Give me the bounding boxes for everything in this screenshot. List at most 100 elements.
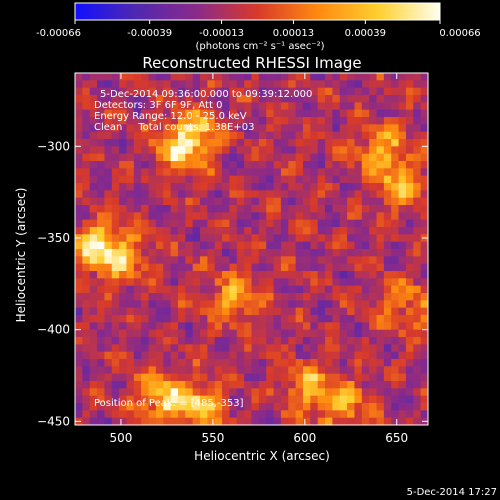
heatmap-cell bbox=[82, 87, 91, 96]
heatmap-cell bbox=[398, 337, 407, 345]
heatmap-cell bbox=[214, 373, 223, 382]
heatmap-cell bbox=[383, 190, 392, 199]
heatmap-cell bbox=[177, 417, 186, 425]
heatmap-cell bbox=[339, 249, 348, 257]
heatmap-cell bbox=[170, 300, 179, 309]
heatmap-cell bbox=[229, 146, 238, 155]
heatmap-cell bbox=[185, 87, 194, 96]
heatmap-cell bbox=[251, 117, 260, 125]
heatmap-cell bbox=[214, 241, 223, 250]
heatmap-cell bbox=[288, 285, 297, 294]
heatmap-cell bbox=[354, 95, 363, 103]
heatmap-cell bbox=[163, 219, 171, 228]
heatmap-cell bbox=[266, 87, 274, 96]
heatmap-cell bbox=[126, 417, 135, 425]
heatmap-cell bbox=[185, 227, 194, 235]
heatmap-cell bbox=[244, 102, 252, 111]
heatmap-cell bbox=[325, 212, 333, 221]
heatmap-cell bbox=[82, 285, 91, 294]
heatmap-cell bbox=[155, 351, 164, 360]
heatmap-cell bbox=[347, 146, 355, 155]
heatmap-cell bbox=[75, 410, 83, 419]
heatmap-cell bbox=[310, 307, 319, 316]
heatmap-cell bbox=[339, 153, 348, 162]
heatmap-cell bbox=[354, 278, 363, 287]
heatmap-cell bbox=[273, 381, 282, 389]
heatmap-cell bbox=[82, 153, 91, 162]
heatmap-cell bbox=[200, 351, 208, 360]
heatmap-cell bbox=[369, 205, 377, 213]
heatmap-cell bbox=[185, 322, 194, 331]
heatmap-cell bbox=[391, 80, 399, 89]
heatmap-cell bbox=[288, 256, 297, 265]
heatmap-cell bbox=[126, 117, 135, 125]
heatmap-cell bbox=[354, 388, 363, 397]
heatmap-cell bbox=[192, 322, 201, 331]
heatmap-cell bbox=[133, 366, 142, 375]
heatmap-cell bbox=[236, 95, 245, 103]
heatmap-cell bbox=[398, 234, 407, 243]
heatmap-cell bbox=[280, 117, 289, 125]
heatmap-cell bbox=[104, 315, 113, 323]
heatmap-cell bbox=[141, 322, 149, 331]
heatmap-cell bbox=[82, 271, 91, 279]
heatmap-cell bbox=[104, 95, 113, 103]
heatmap-cell bbox=[229, 307, 238, 316]
heatmap-cell bbox=[369, 175, 377, 184]
heatmap-cell bbox=[273, 293, 282, 301]
heatmap-cell bbox=[398, 131, 407, 140]
heatmap-cell bbox=[280, 388, 289, 397]
heatmap-cell bbox=[207, 263, 216, 272]
heatmap-cell bbox=[148, 366, 157, 375]
heatmap-cell bbox=[222, 161, 230, 169]
heatmap-cell bbox=[155, 410, 164, 419]
heatmap-cell bbox=[207, 73, 216, 81]
heatmap-cell bbox=[302, 344, 311, 353]
heatmap-cell bbox=[302, 234, 311, 243]
heatmap-cell bbox=[229, 300, 238, 309]
heatmap-cell bbox=[155, 359, 164, 367]
heatmap-cell bbox=[244, 80, 252, 89]
heatmap-cell bbox=[185, 73, 194, 81]
heatmap-cell bbox=[405, 168, 414, 177]
heatmap-cell bbox=[420, 183, 428, 191]
heatmap-cell bbox=[325, 417, 333, 425]
heatmap-cell bbox=[200, 249, 208, 257]
heatmap-cell bbox=[317, 153, 326, 162]
heatmap-cell bbox=[82, 175, 91, 184]
heatmap-cell bbox=[420, 337, 428, 345]
heatmap-cell bbox=[391, 95, 399, 103]
heatmap-cell bbox=[229, 87, 238, 96]
heatmap-cell bbox=[75, 388, 83, 397]
heatmap-cell bbox=[214, 307, 223, 316]
heatmap-cell bbox=[141, 381, 149, 389]
heatmap-cell bbox=[317, 315, 326, 323]
heatmap-cell bbox=[89, 175, 98, 184]
heatmap-cell bbox=[273, 219, 282, 228]
heatmap-cell bbox=[258, 366, 267, 375]
heatmap-cell bbox=[177, 168, 186, 177]
heatmap-cell bbox=[214, 278, 223, 287]
chart-title: Reconstructed RHESSI Image bbox=[142, 54, 361, 72]
heatmap-cell bbox=[325, 109, 333, 118]
heatmap-cell bbox=[273, 373, 282, 382]
heatmap-cell bbox=[214, 249, 223, 257]
heatmap-cell bbox=[82, 300, 91, 309]
heatmap-cell bbox=[236, 139, 245, 147]
heatmap-cell bbox=[177, 131, 186, 140]
heatmap-cell bbox=[413, 278, 422, 287]
heatmap-cell bbox=[420, 249, 428, 257]
heatmap-cell bbox=[354, 131, 363, 140]
heatmap-cell bbox=[288, 109, 297, 118]
heatmap-cell bbox=[391, 87, 399, 96]
x-tick-label: 550 bbox=[201, 431, 224, 445]
heatmap-cell bbox=[413, 197, 422, 206]
heatmap-cell bbox=[280, 307, 289, 316]
heatmap-cell bbox=[214, 395, 223, 404]
heatmap-cell bbox=[229, 73, 238, 81]
heatmap-cell bbox=[413, 219, 422, 228]
heatmap-cell bbox=[207, 205, 216, 213]
heatmap-cell bbox=[229, 234, 238, 243]
heatmap-cell bbox=[97, 381, 105, 389]
heatmap-cell bbox=[229, 190, 238, 199]
